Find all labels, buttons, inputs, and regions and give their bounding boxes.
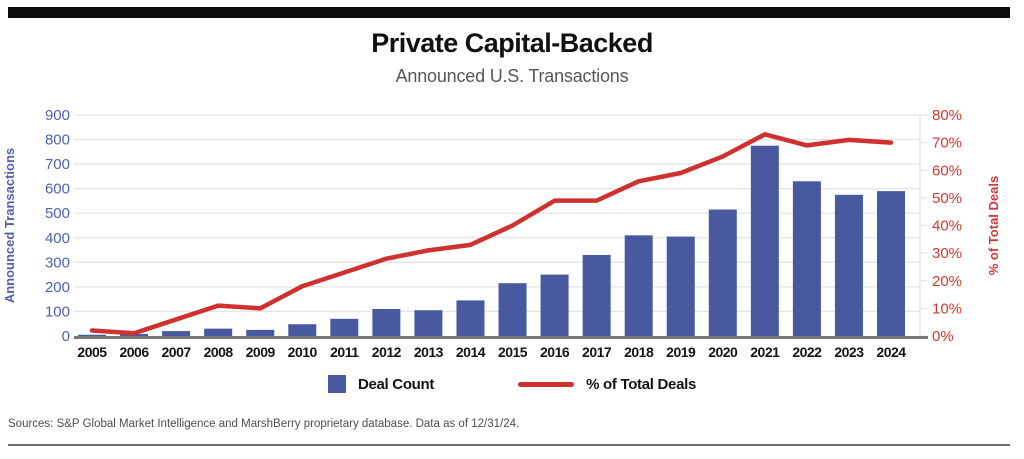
chart-header: Private Capital-Backed Announced U.S. Tr… bbox=[0, 28, 1024, 87]
x-tick-label: 2024 bbox=[876, 344, 906, 360]
deal-count-swatch-icon bbox=[327, 375, 346, 393]
left-tick-label: 0 bbox=[62, 328, 70, 345]
source-note: Sources: S&P Global Market Intelligence … bbox=[8, 418, 520, 430]
x-tick-label: 2022 bbox=[792, 344, 822, 360]
chart-legend: Deal Count % of Total Deals bbox=[0, 371, 1024, 397]
x-tick-label: 2013 bbox=[414, 344, 444, 360]
right-tick-label: 20% bbox=[932, 273, 962, 290]
right-tick-label: 40% bbox=[932, 218, 962, 235]
x-tick-label: 2020 bbox=[708, 344, 738, 360]
legend-deal-count-label: Deal Count bbox=[357, 375, 435, 393]
bar-2023 bbox=[834, 194, 863, 336]
top-divider-bar bbox=[8, 7, 1010, 18]
x-tick-label: 2007 bbox=[162, 344, 192, 360]
left-tick-label: 900 bbox=[45, 107, 70, 124]
bar-2011 bbox=[330, 318, 359, 336]
right-axis-title: % of Total Deals bbox=[986, 176, 1001, 275]
bar-2020 bbox=[708, 209, 737, 336]
bar-2012 bbox=[372, 308, 401, 336]
right-tick-label: 80% bbox=[932, 107, 962, 124]
legend-pct-label: % of Total Deals bbox=[586, 375, 697, 393]
x-tick-label: 2019 bbox=[666, 344, 696, 360]
left-tick-label: 500 bbox=[45, 205, 70, 222]
left-tick-label: 400 bbox=[45, 230, 70, 247]
x-tick-label: 2008 bbox=[204, 344, 234, 360]
x-tick-label: 2015 bbox=[498, 344, 528, 360]
x-tick-label: 2009 bbox=[246, 344, 276, 360]
bar-2005 bbox=[78, 334, 106, 336]
right-tick-label: 50% bbox=[932, 190, 962, 207]
bar-2014 bbox=[456, 300, 485, 336]
left-tick-label: 600 bbox=[45, 181, 70, 198]
right-tick-label: 10% bbox=[932, 300, 962, 317]
x-tick-label: 2005 bbox=[77, 344, 107, 360]
bar-2024 bbox=[877, 191, 905, 336]
bottom-divider-line bbox=[8, 444, 1010, 446]
bar-2021 bbox=[750, 145, 779, 336]
bar-2010 bbox=[288, 324, 317, 336]
left-tick-label: 100 bbox=[45, 303, 70, 320]
left-tick-label: 700 bbox=[45, 156, 70, 173]
legend-item-deal-count: Deal Count bbox=[327, 375, 435, 393]
x-tick-label: 2010 bbox=[288, 344, 318, 360]
left-tick-label: 200 bbox=[45, 279, 70, 296]
x-tick-label: 2014 bbox=[456, 344, 486, 360]
bar-2022 bbox=[792, 181, 821, 336]
x-tick-label: 2023 bbox=[834, 344, 864, 360]
bar-2008 bbox=[204, 328, 233, 336]
left-axis-title: Announced Transactions bbox=[2, 148, 17, 303]
page-title: Private Capital-Backed bbox=[371, 28, 653, 58]
bar-2017 bbox=[582, 254, 611, 336]
bar-2015 bbox=[498, 283, 527, 336]
x-tick-label: 2018 bbox=[624, 344, 654, 360]
x-tick-label: 2016 bbox=[540, 344, 570, 360]
left-tick-label: 800 bbox=[45, 132, 70, 149]
right-tick-label: 70% bbox=[932, 135, 962, 152]
x-tick-label: 2011 bbox=[330, 344, 359, 360]
right-tick-label: 30% bbox=[932, 245, 962, 262]
pct-line-swatch-icon bbox=[518, 381, 575, 387]
x-tick-label: 2012 bbox=[372, 344, 402, 360]
bar-2019 bbox=[666, 236, 695, 336]
left-tick-label: 300 bbox=[45, 254, 70, 271]
page-subtitle: Announced U.S. Transactions bbox=[395, 66, 629, 86]
legend-item-pct: % of Total Deals bbox=[518, 376, 696, 393]
x-tick-label: 2021 bbox=[750, 344, 780, 360]
bar-2009 bbox=[246, 329, 275, 336]
bar-2018 bbox=[624, 235, 653, 336]
bar-2016 bbox=[540, 274, 569, 336]
right-tick-label: 60% bbox=[932, 162, 962, 179]
pct-line bbox=[89, 132, 894, 336]
x-tick-label: 2006 bbox=[119, 344, 149, 360]
x-tick-label: 2017 bbox=[582, 344, 612, 360]
bar-2013 bbox=[414, 310, 443, 336]
right-tick-label: 0% bbox=[932, 328, 954, 345]
bar-2007 bbox=[162, 331, 191, 336]
combo-chart: 0 100 200 300 400 500 600 700 800 900 0% 10% 20% 30% 4… bbox=[2, 107, 1001, 360]
